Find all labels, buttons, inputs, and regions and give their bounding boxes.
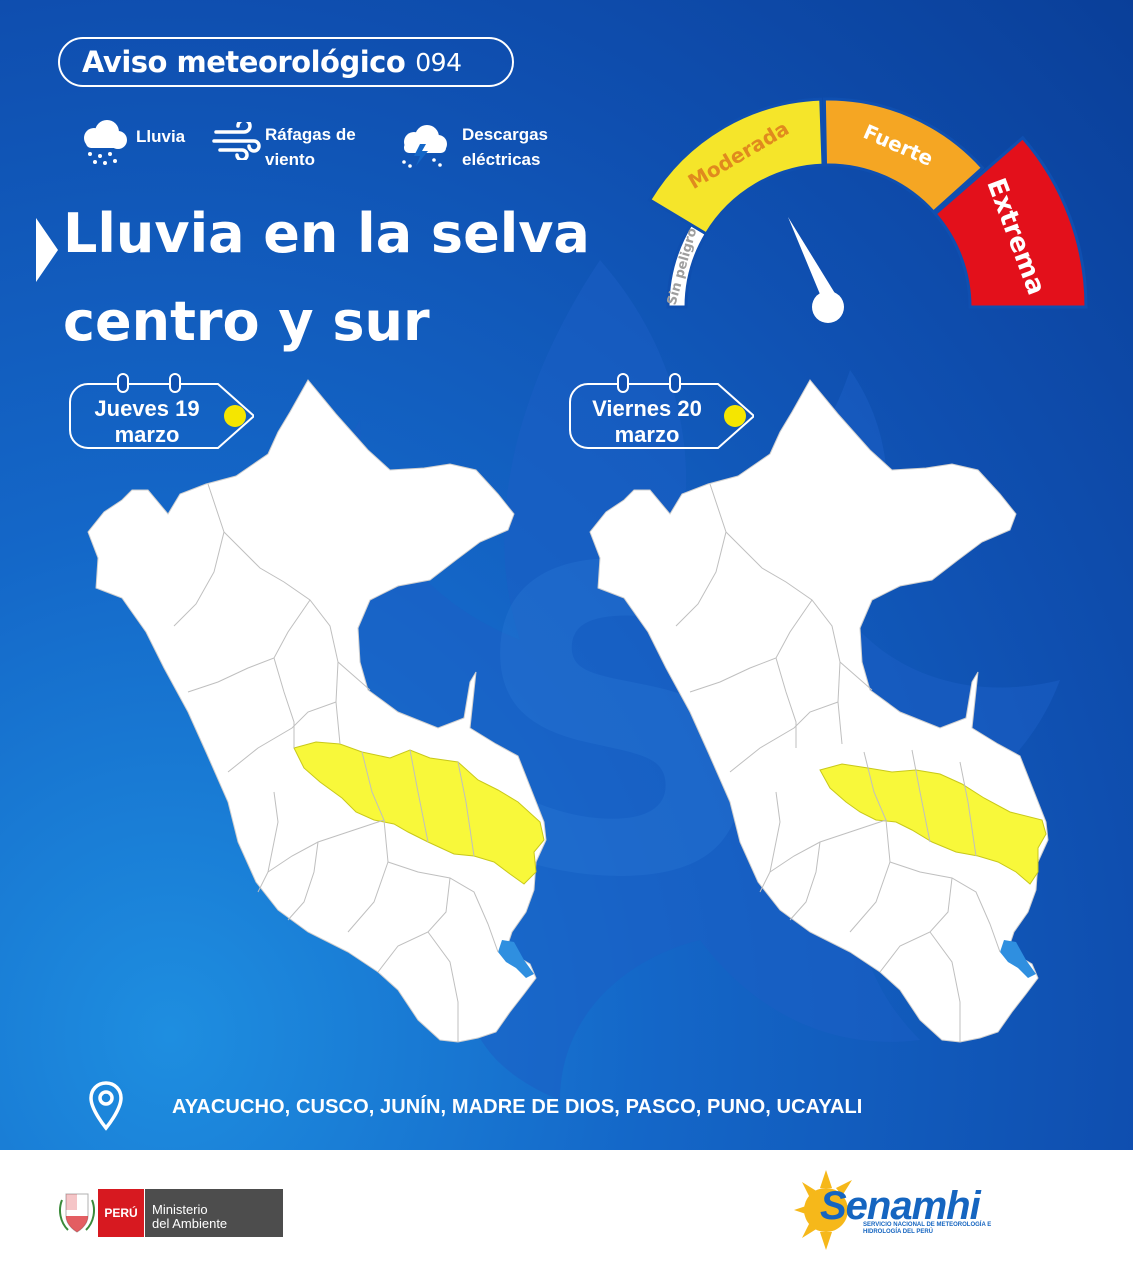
headline-arrow-icon [36,218,58,282]
alert-zone [293,741,545,885]
sun-marker-icon [724,405,746,427]
peru-map-day1 [87,379,547,1043]
peru-outline [589,379,1049,1043]
rain-cloud-icon [84,120,127,165]
day1-weekday: Jueves 19 [94,396,200,421]
legend-lightning-line1: Descargas [462,125,549,144]
lake-titicaca [1000,940,1036,978]
legend-wind-label: Ráfagas de viento [265,122,356,172]
legend-wind-line1: Ráfagas de [265,125,356,144]
weather-warning-poster: S Aviso meteorológico 094 Lluvia Ráfagas… [0,0,1133,1150]
warning-number: 094 [415,47,462,77]
gauge-segment-extrema [933,135,1088,309]
calendar-tag-icon [569,373,754,449]
legend-lightning-line2: eléctricas [462,150,541,169]
date-tag-day2: Viernes 20 marzo [568,372,754,458]
peru-map-day2 [589,379,1049,1043]
headline: Lluvia en la selva centro y sur [63,190,623,366]
calendar-tag-icon [69,373,254,449]
alert-zone [819,763,1047,885]
peru-coat-of-arms-icon [59,1193,95,1233]
wind-gusts-icon [212,122,261,160]
gauge-segment-fuerte [822,97,985,215]
headline-line1: Lluvia en la selva [63,202,590,265]
peru-label: PERÚ [98,1189,144,1237]
ministry-line2: del Ambiente [152,1216,228,1231]
headline-line2: centro y sur [63,290,430,353]
day1-month: marzo [114,422,180,447]
legend-rain-label: Lluvia [136,127,186,146]
affected-regions: AYACUCHO, CUSCO, JUNÍN, MADRE DE DIOS, P… [172,1096,863,1118]
agency-name: Senamhi [820,1184,981,1228]
day2-month: marzo [614,422,680,447]
day2-weekday: Viernes 20 [592,396,702,421]
warning-title: Aviso meteorológico [82,45,406,79]
gauge-needle [788,217,836,299]
location-pin-icon [89,1081,123,1131]
thunderstorm-icon [402,125,447,168]
peru-outline [87,379,547,1043]
warning-title-pill: Aviso meteorológico 094 [58,37,514,87]
gauge-segment-moderada [647,97,825,236]
date-tag-day1: Jueves 19 marzo [68,372,254,458]
ministry-label: Ministerio del Ambiente [145,1189,283,1237]
department-borders [173,483,499,1042]
senamhi-sun-logo-icon [794,1170,852,1250]
legend-wind-line2: viento [265,150,316,169]
agency-subtitle: SERVICIO NACIONAL DE METEOROLOGÍA E HIDR… [863,1222,992,1235]
sun-marker-icon [224,405,246,427]
ministry-line1: Ministerio [152,1202,208,1217]
gauge-needle-hub [812,291,844,323]
department-borders [675,483,1001,1042]
lake-titicaca [498,940,534,978]
legend-lightning-label: Descargas eléctricas [462,122,548,172]
